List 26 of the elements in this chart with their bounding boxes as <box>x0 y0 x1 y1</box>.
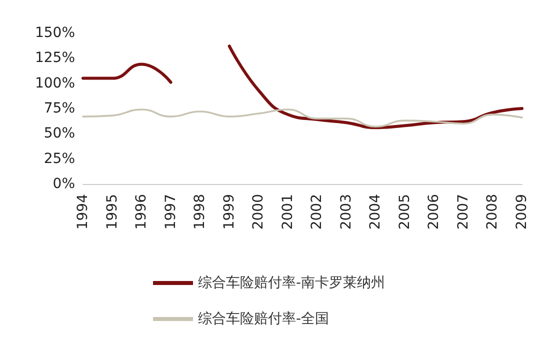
x-tick-label: 1997 <box>162 194 179 230</box>
y-tick-label: 100% <box>34 75 75 92</box>
y-tick-label: 25% <box>44 150 75 167</box>
y-tick-label: 50% <box>44 126 75 142</box>
y-tick-label: 0% <box>52 176 75 192</box>
x-tick-label: 2000 <box>250 194 267 230</box>
x-tick-label: 2008 <box>484 194 501 230</box>
x-tick-label: 2001 <box>280 194 296 230</box>
y-tick-label: 150% <box>34 25 75 41</box>
x-tick-label: 2009 <box>514 194 530 230</box>
x-tick-label: 1999 <box>221 194 238 230</box>
x-tick-label: 1998 <box>192 194 208 230</box>
y-tick-label: 75% <box>44 100 75 116</box>
line-series <box>82 108 523 128</box>
x-tick-label: 2003 <box>338 194 354 230</box>
x-tick-label: 2005 <box>396 194 413 230</box>
x-tick-label: 1996 <box>134 194 150 230</box>
x-tick-label: 2002 <box>309 194 326 230</box>
x-tick-label: 2004 <box>368 194 384 230</box>
x-tick-label: 2007 <box>455 194 472 230</box>
x-tick-label: 1995 <box>104 194 120 230</box>
x-tick-label: 1994 <box>75 194 91 230</box>
y-tick-label: 125% <box>34 50 75 66</box>
x-tick-label: 2006 <box>426 194 442 230</box>
legend-label: 综合车险赔付率-南卡罗莱纳州 <box>198 275 386 291</box>
legend-label: 综合车险赔付率-全国 <box>198 311 330 327</box>
